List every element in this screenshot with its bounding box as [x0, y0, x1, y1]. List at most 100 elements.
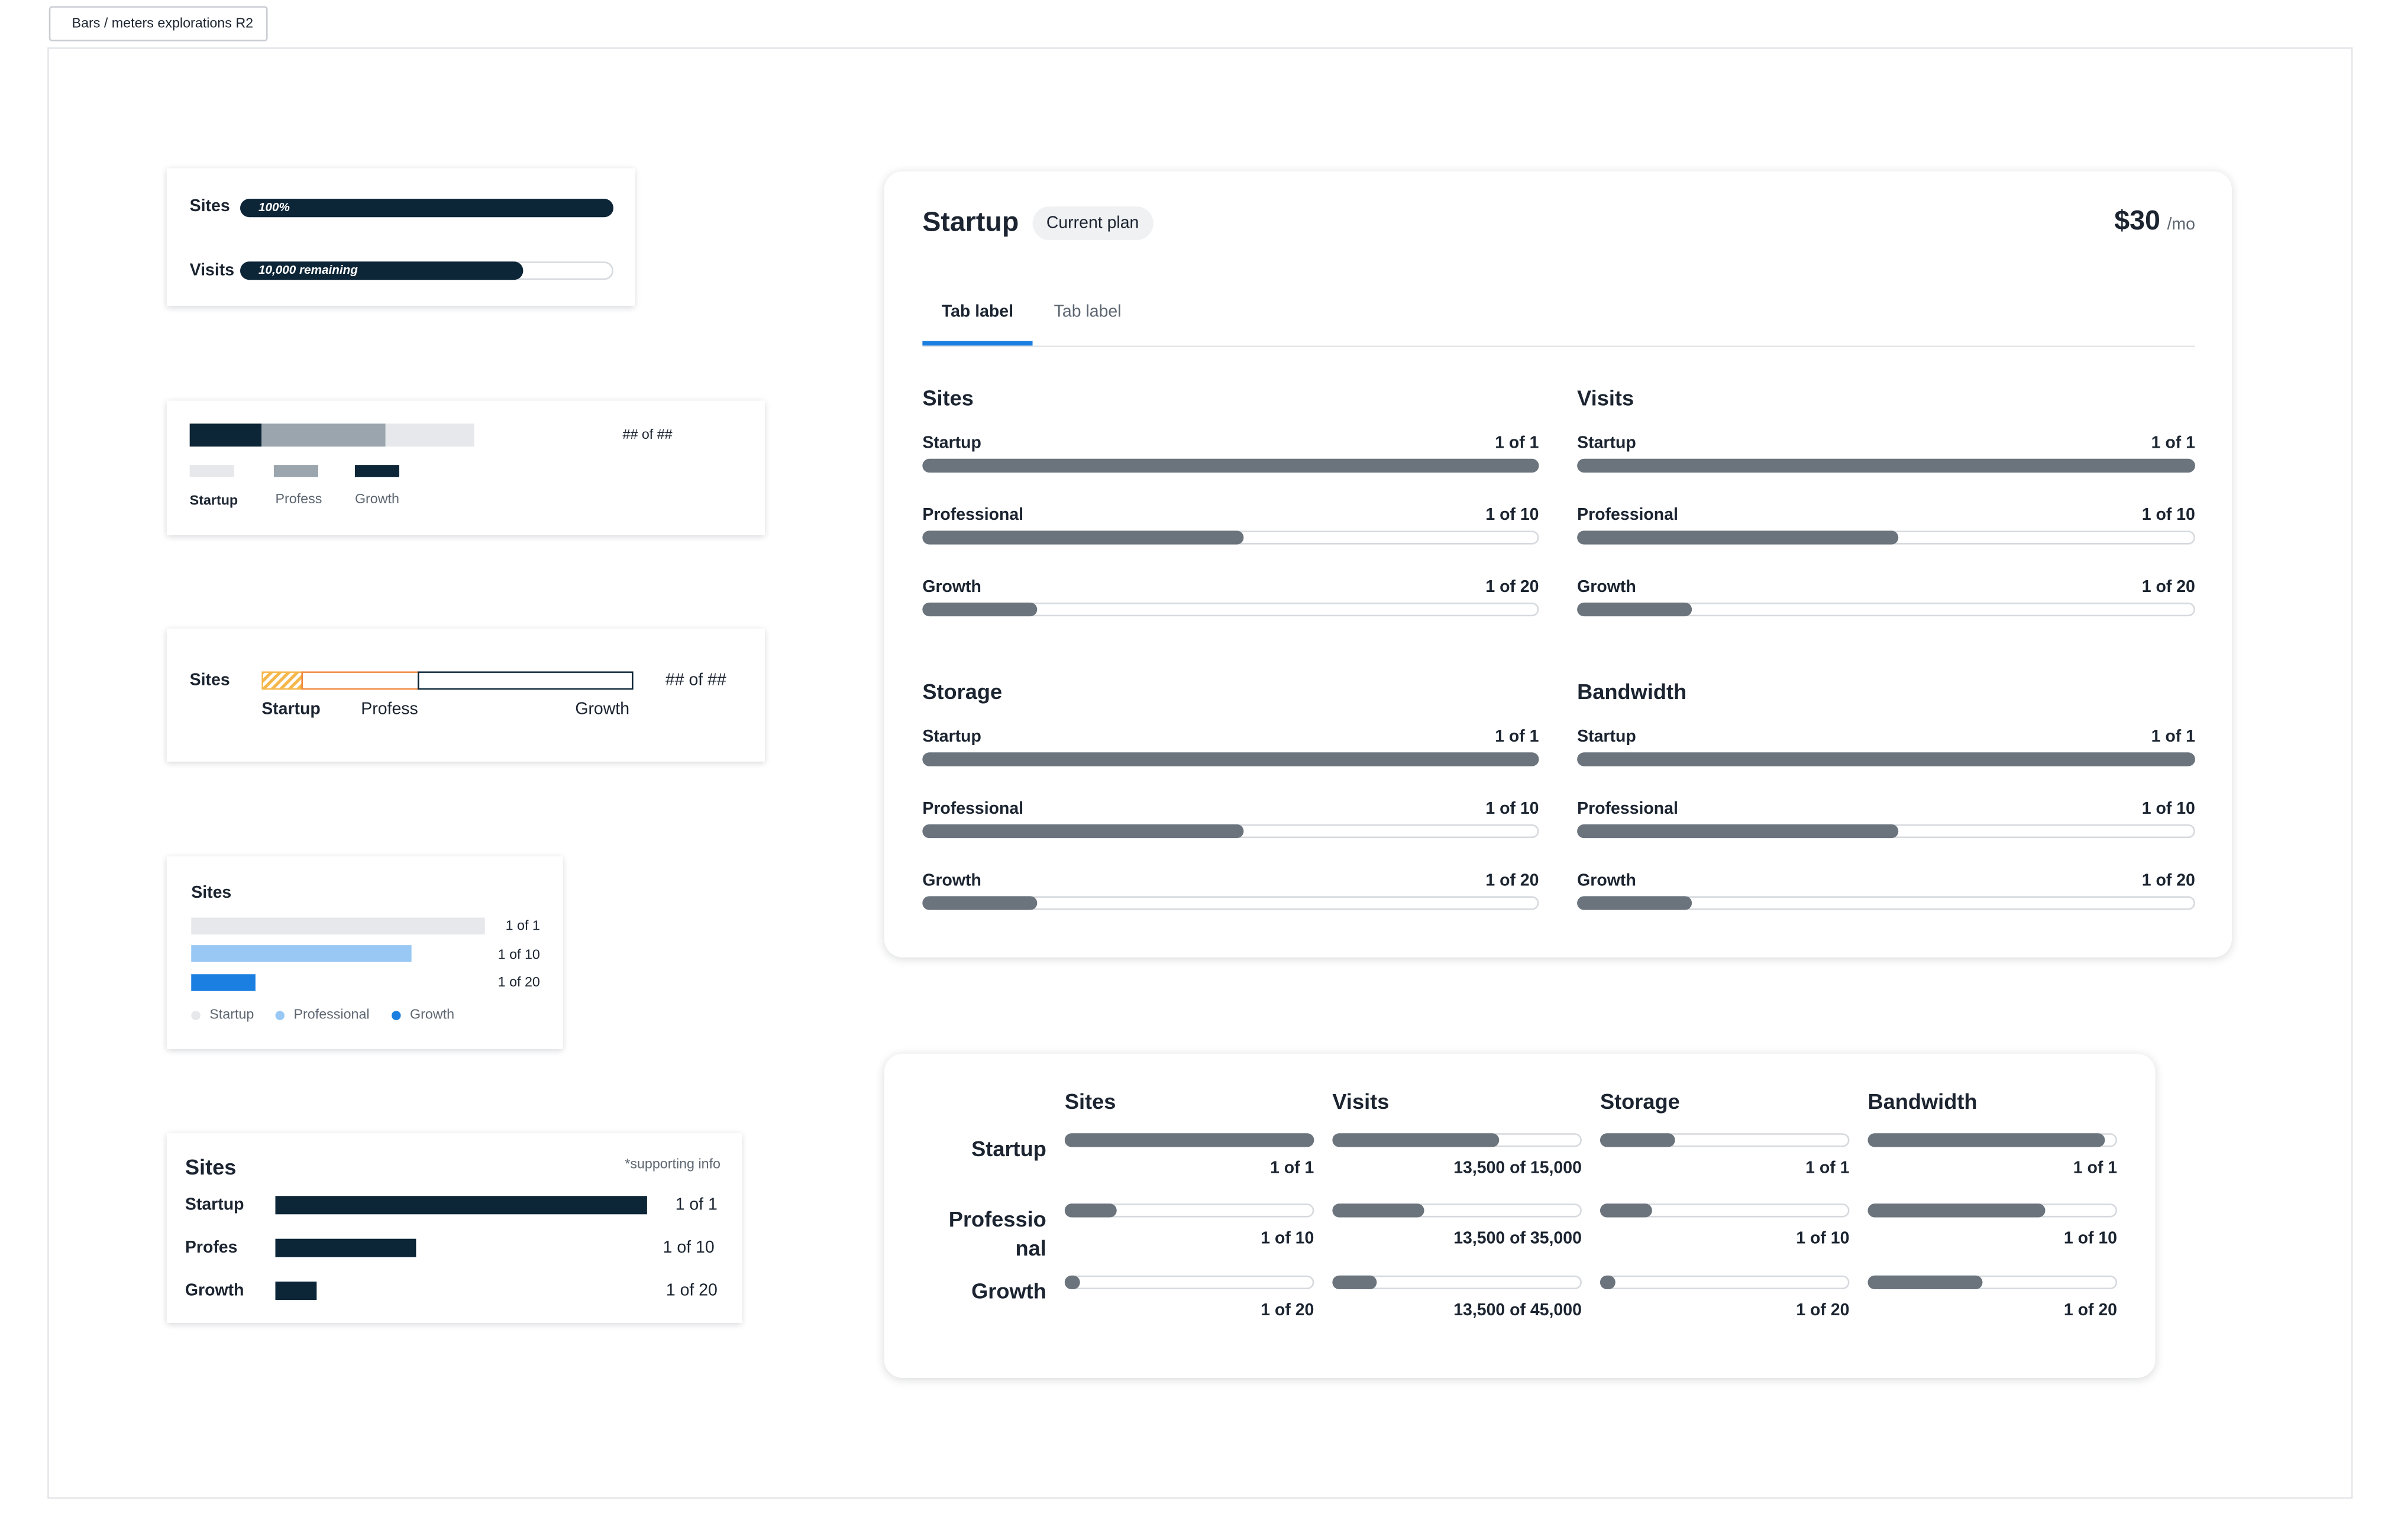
profess-label: Profess	[361, 700, 418, 719]
storage-growth-meter	[922, 896, 1539, 910]
startup-value: 1 of 1	[675, 1196, 718, 1215]
matrix-value-bandwidth-professional: 1 of 10	[2063, 1230, 2118, 1248]
bandwidth-growth-label: Growth	[1577, 872, 1636, 891]
startup-swatch	[189, 465, 234, 477]
profes-bar	[275, 1238, 417, 1257]
bandwidth-professional-label: Professional	[1577, 800, 1678, 818]
matrix-meter-fill	[1332, 1133, 1500, 1147]
matrix-value-visits-professional: 13,500 of 35,000	[1453, 1230, 1582, 1248]
growth-label: Growth	[185, 1282, 244, 1300]
col-header-bandwidth: Bandwidth	[1867, 1089, 1978, 1114]
storage-startup-meter-fill	[922, 752, 1539, 766]
col-header-visits: Visits	[1332, 1089, 1390, 1114]
storage-growth-value: 1 of 20	[1485, 872, 1539, 891]
sites-startup-value: 1 of 1	[1495, 434, 1539, 453]
matrix-meter-fill	[1332, 1275, 1378, 1289]
matrix-meter-bandwidth-professional	[1867, 1203, 2118, 1218]
bandwidth-growth-meter	[1577, 896, 2195, 910]
matrix-value-bandwidth-growth: 1 of 20	[2063, 1301, 2118, 1320]
matrix-meter-fill	[1332, 1203, 1425, 1218]
storage-title: Storage	[922, 679, 1003, 704]
col-header-sites: Sites	[1064, 1089, 1116, 1114]
frame-label: Bars / meters explorations R2	[49, 6, 267, 41]
growth-dot	[392, 1011, 401, 1020]
stacked-segment-card: ## of ## Startup Profess Growth	[166, 400, 765, 536]
supporting-info: *supporting info	[625, 1156, 721, 1172]
price-period: /mo	[2167, 215, 2195, 234]
storage-startup-value: 1 of 1	[1495, 727, 1539, 746]
growth-bar	[191, 974, 256, 991]
outlined-segment-card: Sites ## of ## Startup Profess Growth	[166, 628, 765, 762]
startup-bar	[191, 917, 485, 935]
storage-professional-meter	[922, 824, 1539, 839]
storage-startup-meter	[922, 752, 1539, 766]
matrix-meter-fill	[1600, 1133, 1675, 1147]
matrix-meter-visits-startup	[1332, 1133, 1582, 1147]
sites-title: Sites	[191, 884, 232, 902]
outlined-segment-bar	[261, 671, 634, 690]
storage-professional-label: Professional	[922, 800, 1024, 818]
sites-professional-meter	[922, 530, 1539, 545]
sites-professional-value: 1 of 10	[1485, 506, 1539, 525]
matrix-value-visits-growth: 13,500 of 45,000	[1453, 1301, 1582, 1320]
sites-growth-value: 1 of 20	[1485, 578, 1539, 597]
sites-label: Sites	[189, 671, 230, 690]
visits-meter-fill: 10,000 remaining	[240, 261, 524, 280]
storage-professional-meter-fill	[922, 824, 1243, 839]
row-label-professional-line1: Professio	[948, 1206, 1046, 1231]
sites-startup-meter-fill	[922, 458, 1539, 473]
storage-growth-meter-fill	[922, 896, 1037, 910]
bandwidth-growth-value: 1 of 20	[2141, 872, 2195, 891]
startup-dot	[191, 1011, 201, 1020]
matrix-meter-visits-growth	[1332, 1275, 1582, 1289]
active-tab-indicator	[922, 341, 1033, 346]
bandwidth-professional-meter	[1577, 824, 2195, 839]
matrix-meter-bandwidth-startup	[1867, 1133, 2118, 1147]
matrix-value-sites-professional: 1 of 10	[1261, 1230, 1314, 1248]
visits-professional-label: Professional	[1577, 506, 1678, 525]
tab-label-active[interactable]: Tab label	[941, 303, 1014, 322]
growth-value: 1 of 20	[497, 974, 540, 990]
startup-value: 1 of 1	[505, 917, 540, 933]
visits-growth-meter-fill	[1577, 602, 1692, 617]
visits-professional-value: 1 of 10	[2141, 506, 2195, 525]
bandwidth-startup-value: 1 of 1	[2151, 727, 2195, 746]
storage-startup-label: Startup	[922, 727, 981, 746]
segment-counter: ## of ##	[665, 671, 726, 690]
sites-growth-label: Growth	[922, 578, 981, 597]
matrix-meter-sites-growth	[1064, 1275, 1314, 1289]
growth-legend-label: Growth	[354, 491, 399, 506]
growth-segment	[189, 423, 262, 447]
bandwidth-title: Bandwidth	[1577, 679, 1687, 704]
sites-professional-meter-fill	[922, 530, 1243, 545]
startup-legend-label: Startup	[189, 492, 238, 508]
pill-meter-card: Sites 100% Visits 10,000 remaining	[166, 168, 635, 306]
growth-value: 1 of 20	[665, 1282, 718, 1300]
tab-label-inactive[interactable]: Tab label	[1054, 303, 1122, 322]
startup-segment	[261, 671, 303, 690]
profes-value: 1 of 10	[663, 1238, 715, 1257]
visits-professional-meter	[1577, 530, 2195, 545]
sites-startup-meter	[922, 458, 1539, 473]
current-plan-badge: Current plan	[1032, 206, 1153, 241]
bandwidth-startup-label: Startup	[1577, 727, 1636, 746]
row-label-growth: Growth	[971, 1278, 1046, 1303]
matrix-value-storage-professional: 1 of 10	[1796, 1230, 1850, 1248]
growth-label: Growth	[575, 700, 630, 719]
plan-price-group: $30 /mo	[2062, 205, 2195, 237]
startup-label: Startup	[261, 700, 321, 719]
matrix-meter-sites-startup	[1064, 1133, 1314, 1147]
startup-legend-label: Startup	[209, 1006, 254, 1022]
growth-bar	[275, 1282, 316, 1300]
bandwidth-startup-meter	[1577, 752, 2195, 766]
matrix-meter-visits-professional	[1332, 1203, 1582, 1218]
matrix-meter-fill	[1600, 1203, 1653, 1218]
bandwidth-startup-meter-fill	[1577, 752, 2195, 766]
profes-label: Profes	[185, 1238, 238, 1257]
matrix-value-storage-growth: 1 of 20	[1796, 1301, 1850, 1320]
professional-dot	[275, 1011, 285, 1020]
matrix-value-storage-startup: 1 of 1	[1805, 1159, 1850, 1178]
matrix-value-sites-startup: 1 of 1	[1270, 1159, 1314, 1178]
usage-matrix-card: Sites Visits Storage Bandwidth Startup P…	[884, 1053, 2156, 1378]
